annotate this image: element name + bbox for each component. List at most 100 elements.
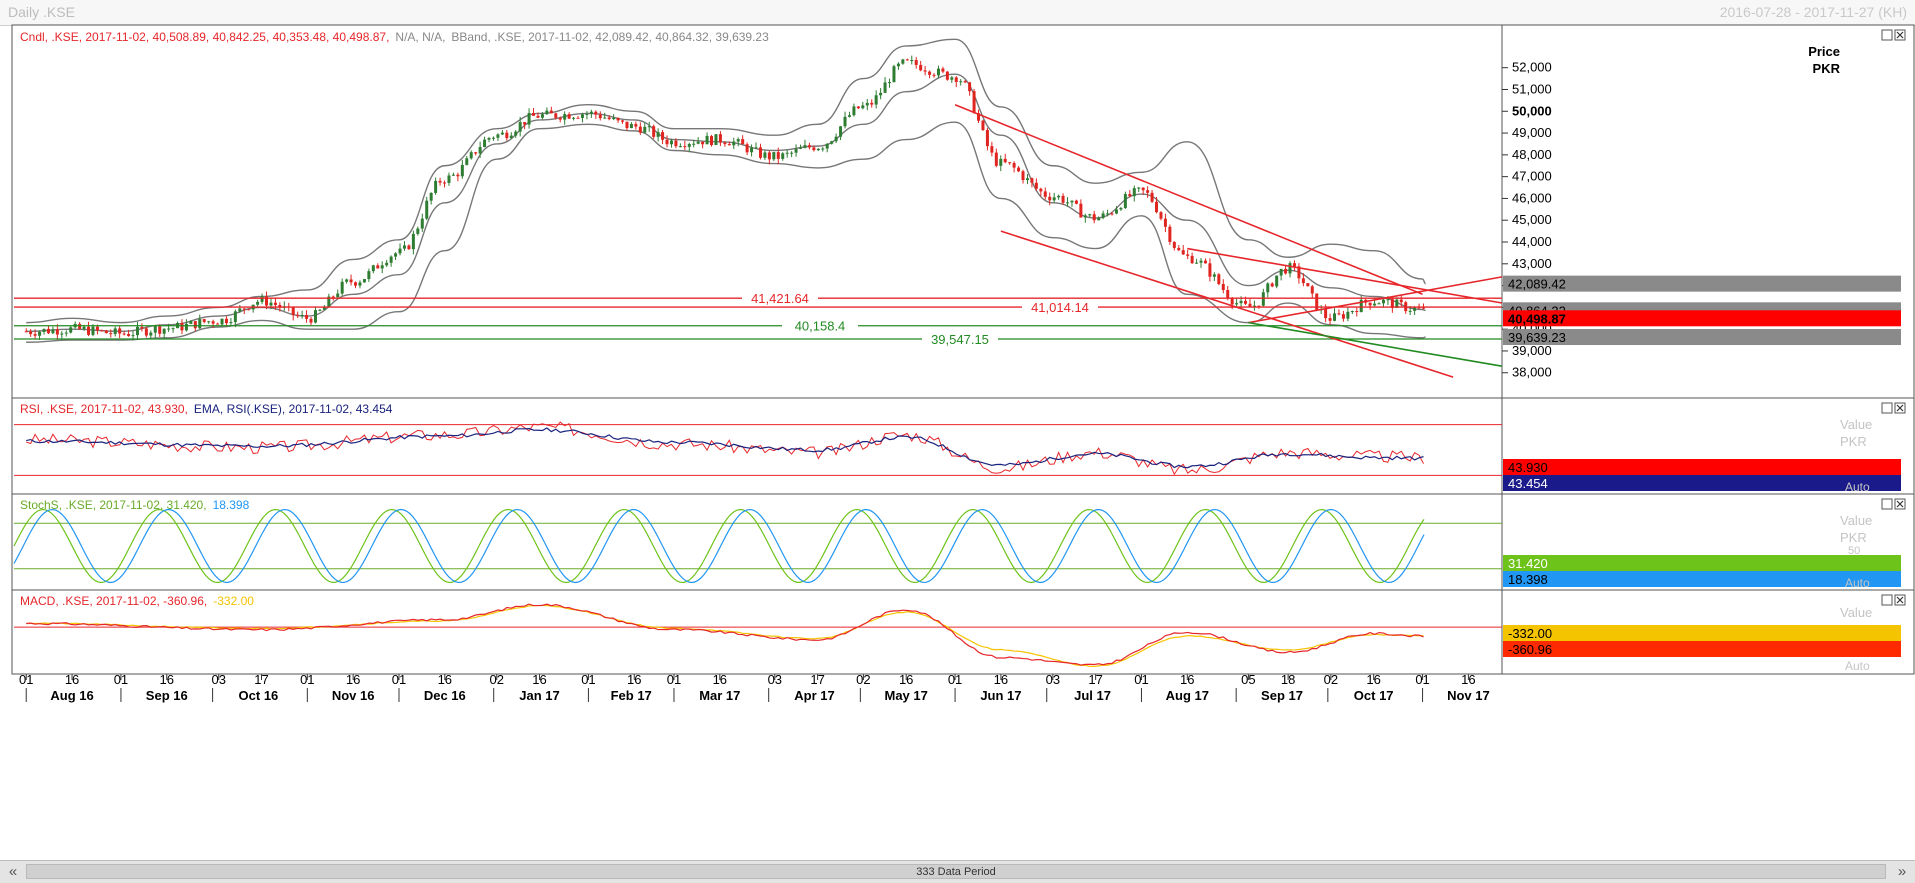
candle-body [305,314,309,319]
candle-body [1328,318,1332,321]
candle-body [603,117,607,119]
candle-body [985,129,989,147]
candle-body [1284,268,1288,274]
y-tick-label: 45,000 [1512,212,1552,227]
x-tick-label: 16 [532,672,546,687]
candle-body [416,228,420,234]
candle-body [825,143,829,149]
candle-body [532,112,536,116]
y-tick-label: 48,000 [1512,147,1552,162]
candle-body [643,126,647,133]
candle-body [790,152,794,154]
hline-label-bg-1 [1022,299,1098,315]
macd-badge-1 [1503,641,1901,657]
rsi-legend-1: EMA, RSI(.KSE), 2017-11-02, 43.454 [194,402,393,416]
candle-body [184,323,188,331]
candle-body [977,113,981,121]
candle-body [1012,163,1016,168]
candle-body [144,328,148,336]
stoch-badge-label-0: 31.420 [1508,556,1548,571]
candle-body [1172,241,1176,248]
x-tick-label: 03 [768,672,782,687]
candle-body [483,139,487,148]
chart-canvas[interactable]: Cndl, .KSE, 2017-11-02, 40,508.89, 40,84… [0,0,1915,860]
x-tick-label: 17 [254,672,268,687]
x-tick-label: 16 [65,672,79,687]
candle-body [345,279,349,282]
candle-body [1008,162,1012,164]
candle-body [1181,250,1185,255]
rsi-badge-label-1: 43.454 [1508,476,1548,491]
candle-body [256,301,260,305]
candle-body [1306,283,1310,287]
panel-maximize-icon[interactable] [1881,594,1893,606]
x-tick-label: 16 [994,672,1008,687]
x-month-label: Jun 17 [980,688,1021,703]
candle-body [1257,305,1261,307]
candle-body [901,59,905,64]
x-tick-label: 02 [1324,672,1338,687]
macd-panel [11,589,1503,675]
candle-body [972,91,976,114]
candle-body [594,111,598,115]
candle-body [447,175,451,183]
candle-body [710,135,714,146]
panel-maximize-icon[interactable] [1881,498,1893,510]
y-tick-label: 49,000 [1512,125,1552,140]
candle-body [865,102,869,106]
close-x-icon [1896,596,1904,604]
x-month-label: Apr 17 [794,688,834,703]
stoch-axis-value: Value [1840,513,1872,528]
candle-body [999,158,1003,166]
x-tick-label: 18 [1281,672,1295,687]
candle-body [1186,254,1190,256]
candle-body [634,123,638,127]
candle-body [496,134,500,138]
scroll-left-icon[interactable]: « [8,863,18,880]
stoch-k-line [13,508,1425,584]
stoch-auto-label: Auto [1845,576,1870,590]
candle-body [1057,195,1061,198]
candle-body [772,152,776,160]
price-badge-0 [1503,275,1901,292]
candle-body [745,144,749,153]
x-month-label: Nov 17 [1447,688,1490,703]
price-legend-2: BBand, .KSE, 2017-11-02, 42,089.42, 40,8… [451,30,769,44]
candle-body [1101,213,1105,218]
candle-body [1070,200,1074,203]
candle-body [1381,299,1385,304]
panel-maximize-icon[interactable] [1881,402,1893,414]
close-x-icon [1896,500,1904,508]
panel-maximize-icon[interactable] [1881,29,1893,41]
candle-body [545,110,549,115]
candle-body [656,132,660,137]
x-tick-label: 16 [1366,672,1380,687]
rsi-axis-value: Value [1840,417,1872,432]
candle-body [358,282,362,286]
candle-body [776,152,780,159]
candle-body [1333,313,1337,321]
candle-body [104,330,108,334]
candle-body [714,134,718,146]
candle-body [687,143,691,147]
candle-body [1235,303,1239,305]
candle-body [678,146,682,148]
candle-body [38,331,42,336]
trend-line-4 [1248,321,1503,367]
horizontal-scrollbar[interactable]: « 333 Data Period » [0,860,1915,883]
candle-body [51,329,55,334]
candle-body [158,326,162,334]
rsi-auto-label: Auto [1845,480,1870,494]
candle-body [621,120,625,122]
candle-body [456,174,460,177]
candle-body [509,135,513,139]
candle-body [892,66,896,83]
price-panel [11,24,1503,399]
scroll-thumb[interactable]: 333 Data Period [26,864,1886,879]
x-tick-label: 01 [114,672,128,687]
candle-body [883,82,887,93]
candle-body [1155,201,1159,213]
scroll-right-icon[interactable]: » [1897,863,1907,880]
x-tick-label: 02 [856,672,870,687]
